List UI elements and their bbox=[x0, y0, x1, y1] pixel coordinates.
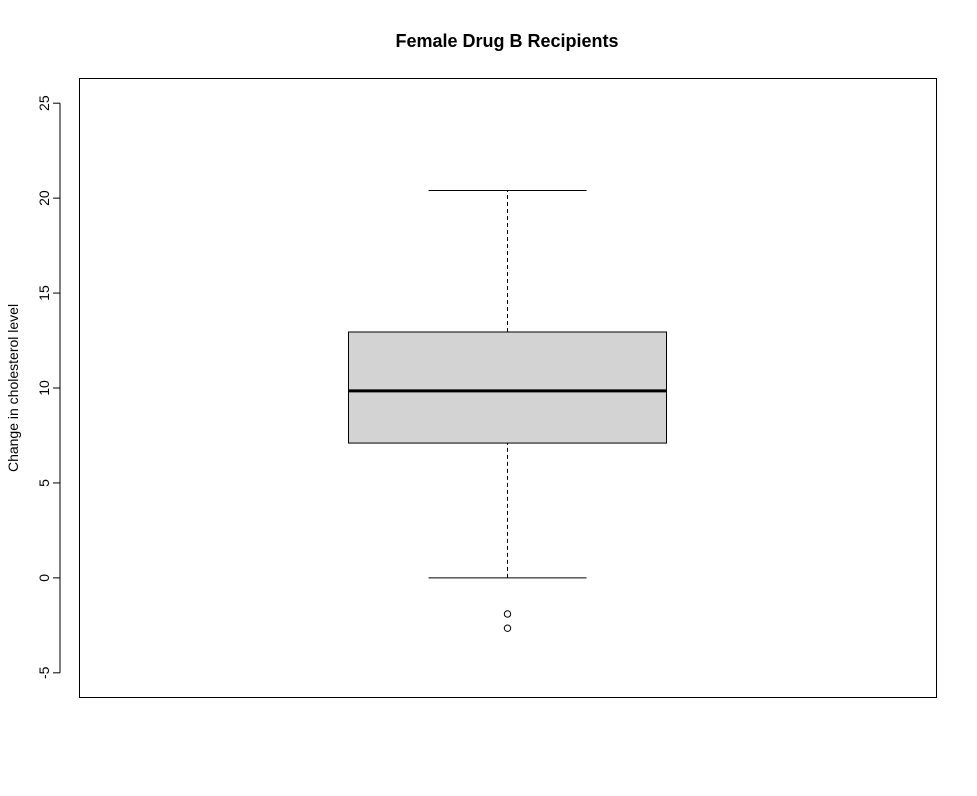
box-plot bbox=[348, 190, 667, 632]
y-tick-label: 5 bbox=[36, 479, 52, 487]
outlier-point bbox=[503, 624, 512, 632]
y-tick-label: 10 bbox=[36, 380, 52, 396]
y-axis-label: Change in cholesterol level bbox=[5, 304, 21, 472]
y-tick-label: 25 bbox=[36, 95, 52, 111]
interquartile-box bbox=[348, 331, 667, 444]
chart-title: Female Drug B Recipients bbox=[395, 31, 618, 51]
plot-frame bbox=[79, 78, 937, 698]
y-tick-label: 0 bbox=[36, 574, 52, 582]
y-tick-label: 15 bbox=[36, 285, 52, 301]
outlier-point bbox=[503, 610, 512, 618]
y-tick-label: 20 bbox=[36, 190, 52, 206]
y-axis-ticks: -5 0 5 10 15 20 25 bbox=[36, 95, 60, 679]
y-tick-label: -5 bbox=[36, 666, 52, 679]
